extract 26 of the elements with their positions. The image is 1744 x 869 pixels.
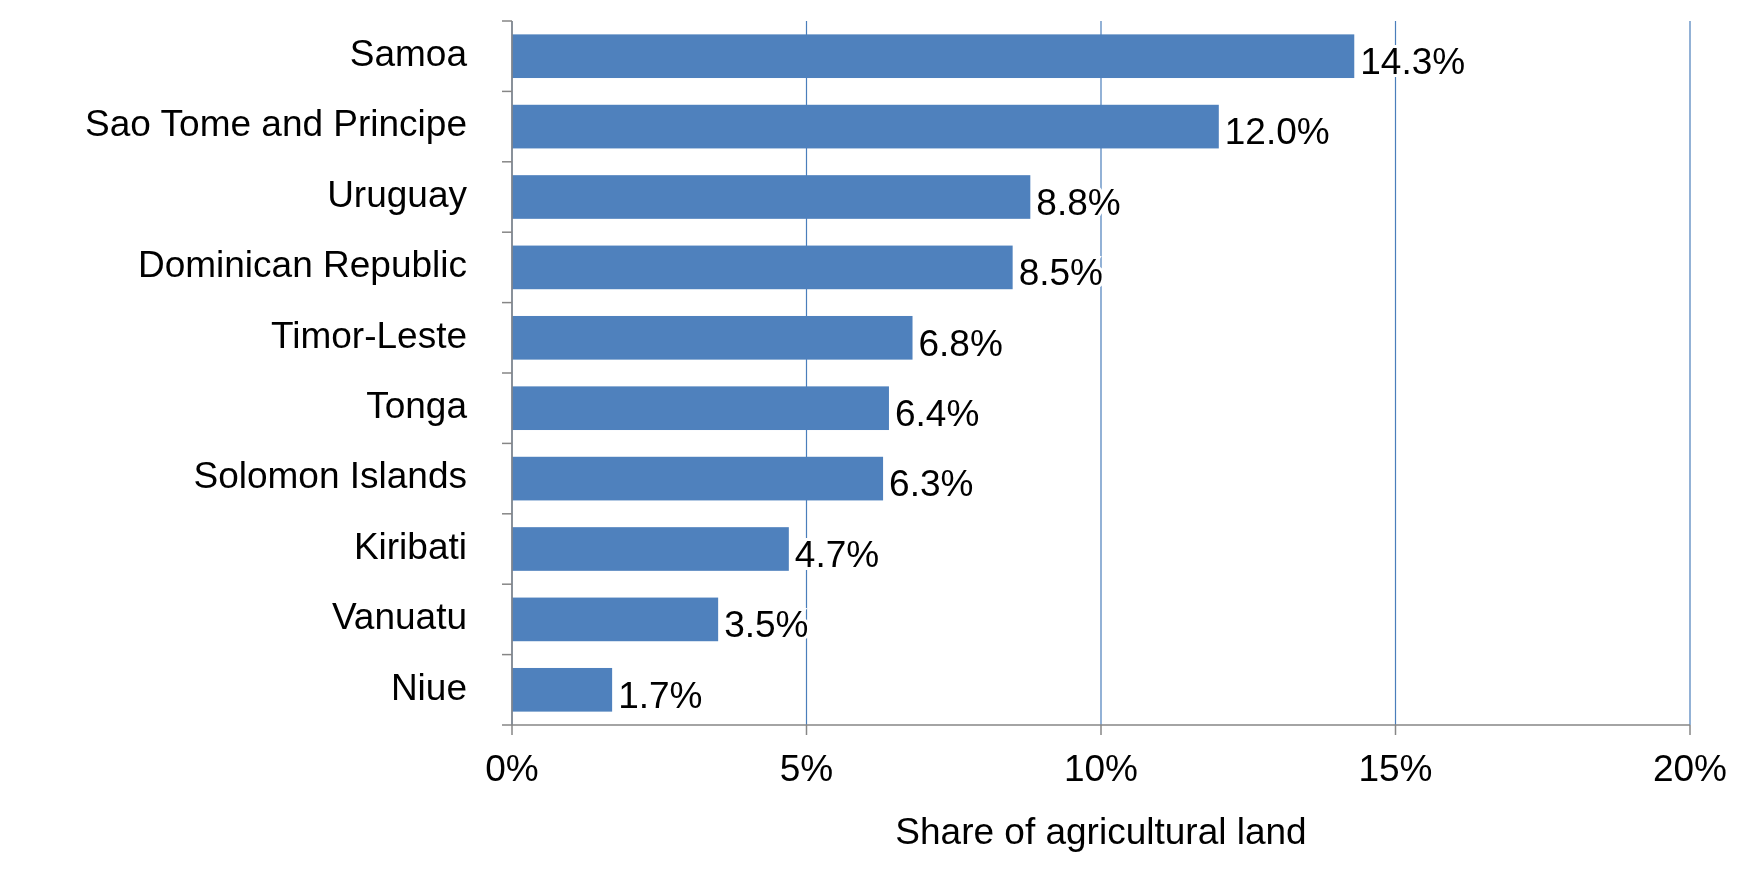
- data-label: 1.7%: [618, 674, 703, 716]
- y-tick-label: Dominican Republic: [137, 244, 467, 286]
- x-tick-label: 20%: [1652, 748, 1728, 789]
- y-tick-label: Solomon Islands: [193, 455, 467, 497]
- data-label: 12.0%: [1224, 111, 1330, 153]
- data-label: 6.4%: [894, 392, 980, 434]
- y-tick-label: Timor-Leste: [270, 314, 467, 356]
- bar: [512, 667, 613, 712]
- y-tick-label: Tonga: [366, 384, 468, 426]
- x-tick-label: 0%: [485, 748, 539, 789]
- y-tick-label: Sao Tome and Principe: [85, 103, 467, 145]
- data-label: 8.8%: [1036, 181, 1121, 223]
- bar: [512, 527, 789, 571]
- bar: [512, 597, 719, 642]
- y-tick-label: Kiribati: [353, 525, 467, 567]
- y-tick-label: Vanuatu: [331, 596, 467, 638]
- x-tick-label: 10%: [1063, 748, 1139, 789]
- data-label: 6.3%: [889, 463, 974, 505]
- data-label: 8.5%: [1018, 252, 1103, 294]
- data-label: 6.8%: [918, 322, 1003, 364]
- y-tick-label: Niue: [390, 666, 467, 708]
- x-tick-label: 5%: [779, 748, 834, 789]
- x-tick-label: 15%: [1358, 748, 1433, 789]
- x-axis-title: Share of agricultural land: [895, 811, 1307, 852]
- y-tick-label: Samoa: [349, 32, 468, 74]
- y-tick-label: Uruguay: [327, 173, 468, 215]
